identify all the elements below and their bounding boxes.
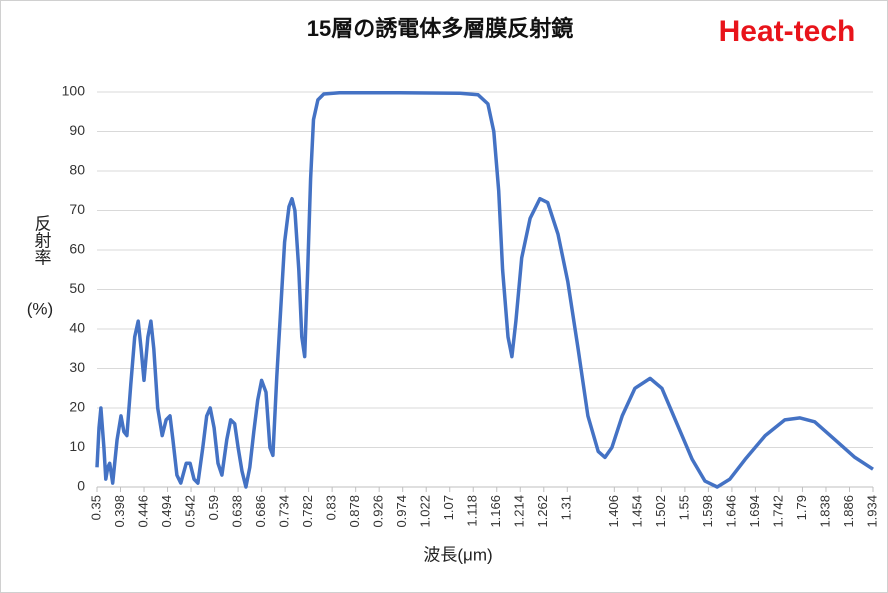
x-tick-label: 1.022 <box>418 495 433 528</box>
x-tick-label: 0.542 <box>182 495 197 528</box>
y-tick-label: 50 <box>69 280 85 296</box>
x-tick-label: 1.55 <box>676 495 691 520</box>
x-tick-label: 1.166 <box>488 495 503 528</box>
x-tick-label: 0.734 <box>277 495 292 528</box>
x-tick-label: 0.446 <box>135 495 150 528</box>
y-tick-label: 0 <box>77 478 85 494</box>
x-tick-label: 1.502 <box>653 495 668 528</box>
x-tick-label: 1.454 <box>629 495 644 528</box>
x-tick-label: 0.35 <box>88 495 103 520</box>
line-series <box>95 91 874 489</box>
x-tick-label: 0.638 <box>230 495 245 528</box>
y-tick-label: 90 <box>69 122 85 138</box>
y-axis-title: 反射率 <box>32 214 52 265</box>
x-tick-label: 0.398 <box>112 495 127 528</box>
logo: Heat-tech <box>719 15 856 48</box>
y-tick-label: 100 <box>62 83 86 99</box>
y-tick-label: 80 <box>69 162 85 178</box>
x-tick-label: 1.31 <box>559 495 574 520</box>
x-axis-title: 波長(μm) <box>423 545 492 564</box>
x-tick-label: 0.926 <box>371 495 386 528</box>
y-tick-label: 20 <box>69 399 85 415</box>
x-tick-label: 1.934 <box>864 495 879 528</box>
chart-title: 15層の誘電体多層膜反射鏡 <box>307 16 573 41</box>
x-tick-label: 0.83 <box>324 495 339 520</box>
y-tick-label: 70 <box>69 201 85 217</box>
x-tick-label: 1.79 <box>794 495 809 520</box>
x-tick-label: 0.782 <box>300 495 315 528</box>
x-tick-label: 1.694 <box>747 495 762 528</box>
x-tick-label: 0.878 <box>347 495 362 528</box>
y-tick-label: 40 <box>69 320 85 336</box>
x-tick-label: 1.118 <box>465 495 480 527</box>
x-tick-label: 1.07 <box>441 495 456 520</box>
x-tick-label: 1.886 <box>841 495 856 528</box>
x-tick-label: 0.494 <box>159 495 174 528</box>
x-tick-label: 1.598 <box>700 495 715 528</box>
y-axis-unit: (%) <box>27 299 53 318</box>
y-tick-label: 10 <box>69 438 85 454</box>
x-tick-label: 0.974 <box>394 495 409 528</box>
x-tick-label: 1.262 <box>535 495 550 528</box>
y-tick-label: 60 <box>69 241 85 257</box>
x-tick-label: 1.214 <box>512 495 527 528</box>
x-tick-label: 0.59 <box>206 495 221 520</box>
x-tick-label: 1.406 <box>606 495 621 528</box>
x-tick-label: 1.646 <box>723 495 738 528</box>
x-tick-label: 0.686 <box>253 495 268 528</box>
x-tick-label: 1.838 <box>817 495 832 528</box>
x-tick-label: 1.742 <box>770 495 785 528</box>
y-tick-label: 30 <box>69 359 85 375</box>
